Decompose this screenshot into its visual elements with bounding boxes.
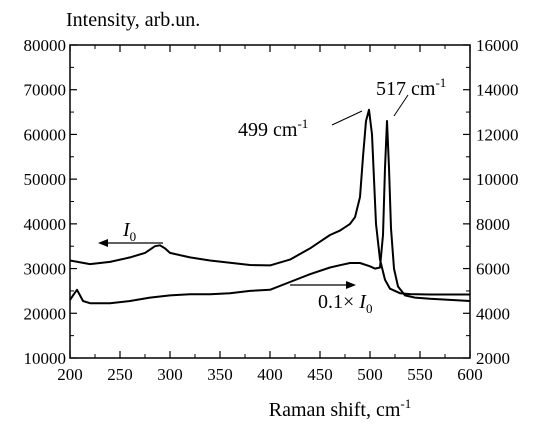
y-left-tick-label: 30000: [24, 260, 67, 279]
x-tick-label: 400: [257, 365, 283, 384]
y-left-tick-label: 10000: [24, 349, 67, 368]
peak-517-label: 517 cm-1: [376, 75, 446, 100]
y-right-tick-label: 14000: [476, 81, 519, 100]
y-left-tick-label: 40000: [24, 215, 67, 234]
series-layer: [69, 108, 471, 305]
x-tick-label: 450: [307, 365, 333, 384]
peak-499-leader: [331, 110, 363, 126]
x-tick-label: 550: [407, 365, 433, 384]
y-left-tick-label: 80000: [24, 36, 67, 55]
peak-517-leader: [393, 94, 409, 117]
y-axis-label: Intensity, arb.un.: [66, 9, 200, 31]
y-left-tick-label: 60000: [24, 125, 67, 144]
y-right-tick-label: 12000: [476, 125, 519, 144]
y-right-tick-label: 10000: [476, 170, 519, 189]
x-tick-label: 300: [157, 365, 183, 384]
x-tick-label: 200: [57, 365, 83, 384]
y-right-tick-label: 16000: [476, 36, 519, 55]
i0-label: I0: [122, 219, 136, 244]
y-right-tick-label: 4000: [476, 304, 510, 323]
plot-frame: [69, 44, 471, 359]
x-tick-label: 500: [357, 365, 383, 384]
peak-499-label: 499 cm-1: [238, 116, 308, 141]
series-line-right-axis: [69, 120, 471, 305]
i0-left-arrow: [98, 239, 163, 247]
series-line-left-axis: [69, 108, 470, 296]
x-tick-label: 250: [107, 365, 133, 384]
scaled-i0-label: 0.1× I0: [318, 291, 372, 316]
y-right-tick-label: 6000: [476, 260, 510, 279]
y-left-tick-label: 50000: [24, 170, 67, 189]
scaled-right-arrow: [290, 281, 356, 289]
x-tick-label: 350: [207, 365, 233, 384]
tick-layer: 200 250 300 350 400 450 500 550 600 10000 20000 300…: [24, 36, 519, 384]
y-left-tick-label: 20000: [24, 304, 67, 323]
x-axis-label: Raman shift, cm-1: [269, 396, 411, 421]
y-right-tick-label: 8000: [476, 215, 510, 234]
y-left-tick-label: 70000: [24, 81, 67, 100]
x-tick-label: 600: [457, 365, 483, 384]
y-right-tick-label: 2000: [476, 349, 510, 368]
